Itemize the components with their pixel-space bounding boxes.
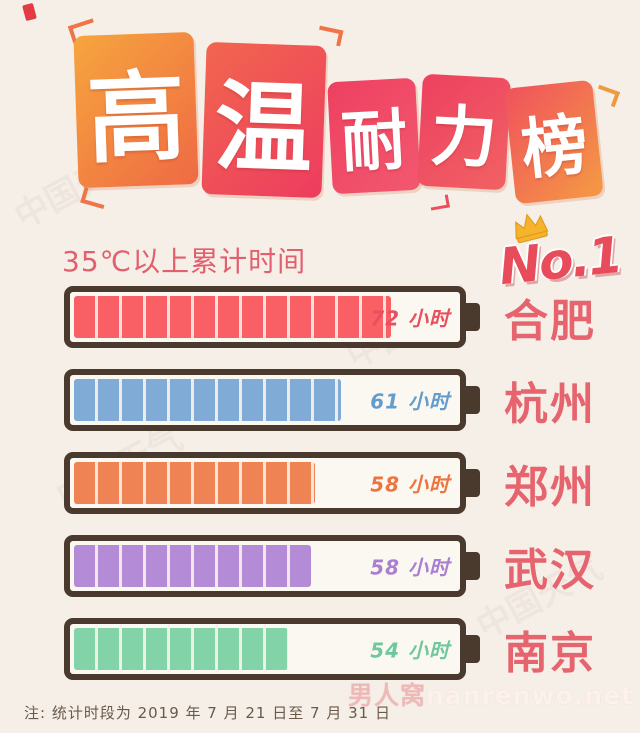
hours-value-label: 72 小时 <box>370 306 450 331</box>
battery-fill <box>74 628 288 670</box>
battery-gauge: 58 小时 <box>64 535 480 597</box>
battery-fill <box>74 296 392 338</box>
hours-value-label: 54 小时 <box>370 638 450 663</box>
title-char: 耐 <box>327 77 421 195</box>
rank-no1-badge: No.1 <box>496 213 624 296</box>
battery-chart: 72 小时 合肥 61 小时 杭州 58 小时 郑州 58 小时 武汉 <box>64 286 596 701</box>
title-decoration-shard <box>316 25 344 47</box>
hours-value-label: 58 小时 <box>370 555 450 580</box>
title-char: 温 <box>201 41 327 199</box>
battery-terminal <box>465 552 480 580</box>
site-watermark-cn: 男人窝 <box>347 681 426 710</box>
page-title: 高 温 耐 力 榜 <box>0 0 640 220</box>
city-label: 武汉 <box>504 545 596 596</box>
battery-terminal <box>465 469 480 497</box>
battery-terminal <box>465 386 480 414</box>
title-decoration-shard <box>22 2 37 22</box>
battery-gauge: 61 小时 <box>64 369 480 431</box>
battery-gauge: 54 小时 <box>64 618 480 680</box>
battery-terminal <box>465 303 480 331</box>
battery-row-nanjing: 54 小时 南京 <box>64 618 596 680</box>
hours-value-label: 61 小时 <box>370 389 450 414</box>
city-label: 杭州 <box>504 379 596 430</box>
title-char: 高 <box>73 31 199 189</box>
battery-row-zhengzhou: 58 小时 郑州 <box>64 452 596 514</box>
title-decoration-shard <box>593 84 621 108</box>
battery-fill <box>74 545 311 587</box>
battery-gauge: 58 小时 <box>64 452 480 514</box>
chart-subtitle: 35℃以上累计时间 <box>62 245 307 278</box>
footnote: 注: 统计时段为 2019 年 7 月 21 日至 7 月 31 日 <box>24 704 391 722</box>
hours-value-label: 58 小时 <box>370 472 450 497</box>
city-label: 南京 <box>504 628 596 679</box>
title-decoration-shard <box>429 194 450 211</box>
battery-row-hangzhou: 61 小时 杭州 <box>64 369 596 431</box>
battery-gauge: 72 小时 <box>64 286 480 348</box>
title-decoration-shard <box>80 187 108 209</box>
battery-terminal <box>465 635 480 663</box>
city-label: 郑州 <box>504 462 596 513</box>
crown-icon <box>515 213 549 244</box>
battery-row-hefei: 72 小时 合肥 <box>64 286 596 348</box>
site-watermark: 男人窝nanrenwo.net <box>348 676 634 712</box>
battery-fill <box>74 379 342 421</box>
title-char: 力 <box>417 73 511 191</box>
site-watermark-en: nanrenwo.net <box>425 681 634 710</box>
city-label: 合肥 <box>504 296 596 347</box>
battery-fill <box>74 462 315 504</box>
battery-row-wuhan: 58 小时 武汉 <box>64 535 596 597</box>
title-char: 榜 <box>504 79 604 205</box>
